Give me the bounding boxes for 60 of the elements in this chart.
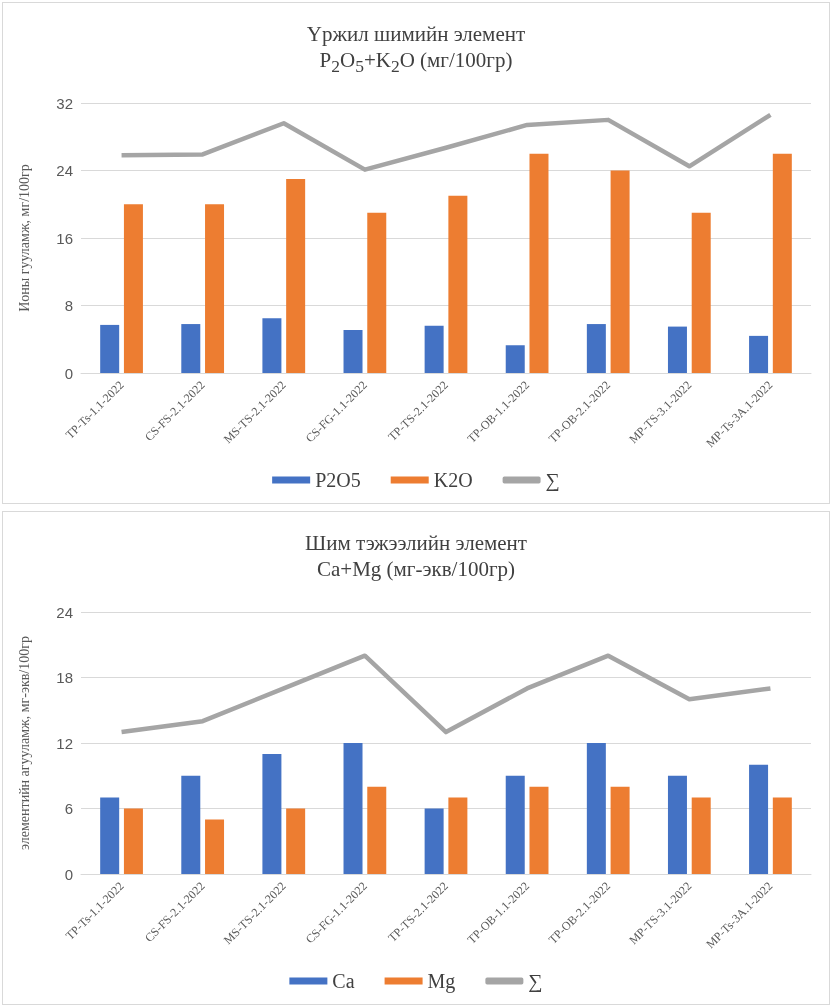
bar bbox=[367, 786, 387, 874]
bar bbox=[343, 329, 363, 373]
bar bbox=[424, 808, 444, 874]
y-axis-title: Ионы гууламж, мг/100гр bbox=[16, 164, 32, 312]
bar bbox=[205, 204, 225, 373]
bar bbox=[667, 775, 687, 874]
bar bbox=[586, 324, 606, 373]
y-tick-label: 6 bbox=[64, 800, 73, 817]
legend-label: ∑ bbox=[545, 469, 560, 492]
line-series bbox=[119, 653, 773, 735]
bar bbox=[586, 743, 606, 874]
legend-label: Ca bbox=[332, 970, 355, 992]
y-tick-label: 0 bbox=[64, 865, 73, 883]
bar bbox=[610, 170, 630, 373]
bar bbox=[123, 808, 143, 874]
y-tick-label: 24 bbox=[56, 603, 73, 621]
bar bbox=[529, 153, 549, 373]
bar bbox=[181, 324, 201, 373]
bar bbox=[262, 753, 282, 874]
bar bbox=[343, 743, 363, 874]
bar bbox=[505, 775, 525, 874]
bar bbox=[448, 195, 468, 373]
y-tick-label: 24 bbox=[56, 162, 73, 179]
legend-label: ∑ bbox=[528, 970, 543, 993]
chart-subtitle: P$_{2}$O$_{5}$+K$_{2}$O (мг/100гр) bbox=[319, 48, 513, 77]
y-tick-label: 8 bbox=[64, 297, 73, 314]
bar bbox=[667, 326, 687, 373]
legend-label: K2O bbox=[433, 469, 473, 491]
chart-title: Шим тэжээлийн элемент bbox=[305, 531, 527, 555]
bar bbox=[286, 178, 306, 373]
bar bbox=[772, 797, 792, 874]
bar bbox=[367, 212, 387, 373]
legend-label: P2O5 bbox=[315, 469, 361, 491]
bar bbox=[100, 797, 120, 874]
bar bbox=[691, 797, 711, 874]
bar bbox=[448, 797, 468, 874]
bar bbox=[772, 153, 792, 373]
bar bbox=[123, 204, 143, 373]
bar bbox=[181, 775, 201, 874]
y-tick-label: 16 bbox=[56, 229, 73, 247]
y-tick-label: 18 bbox=[56, 669, 73, 686]
bar bbox=[749, 335, 769, 373]
bar bbox=[749, 764, 769, 874]
bar bbox=[610, 786, 630, 874]
legend-label: Mg bbox=[427, 970, 456, 993]
y-axis-title: элементийн агууламж, мг-экв/100гр bbox=[16, 635, 32, 851]
chart-title: Үржил шимийн элемент bbox=[306, 22, 526, 46]
bar bbox=[262, 318, 282, 373]
bar bbox=[424, 325, 444, 373]
y-tick-label: 0 bbox=[64, 364, 73, 382]
line-series bbox=[119, 112, 773, 172]
bar bbox=[205, 819, 225, 874]
bar bbox=[505, 345, 525, 373]
y-tick-label: 32 bbox=[56, 94, 73, 112]
bar bbox=[286, 808, 306, 874]
bar bbox=[100, 324, 120, 373]
bar bbox=[529, 786, 549, 874]
chart-subtitle: Ca+Mg (мг-экв/100гр) bbox=[316, 557, 516, 581]
y-tick-label: 12 bbox=[56, 734, 73, 752]
bar bbox=[691, 212, 711, 373]
